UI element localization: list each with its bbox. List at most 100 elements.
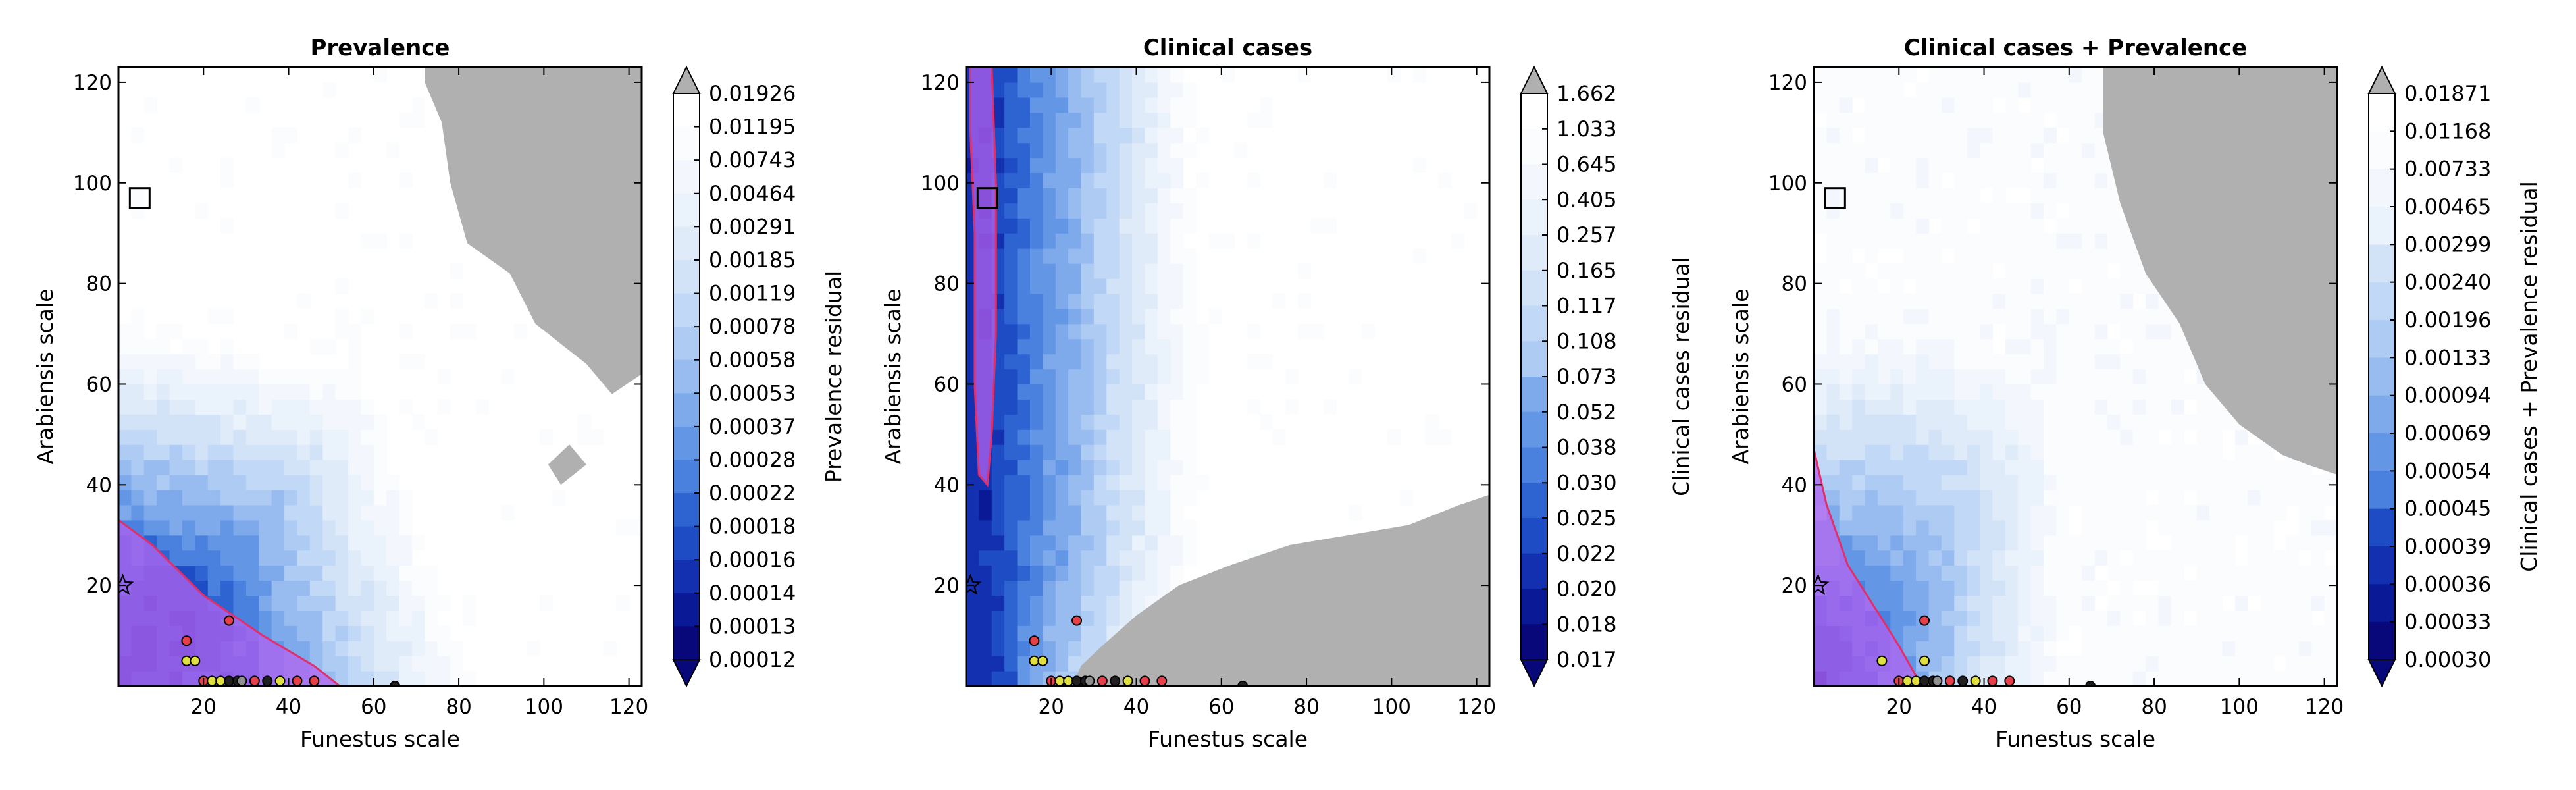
residual-cell	[1170, 429, 1184, 445]
residual-cell	[1055, 97, 1069, 113]
residual-cell	[1157, 218, 1171, 234]
residual-cell	[1157, 157, 1171, 174]
residual-cell	[1106, 218, 1120, 234]
residual-cell	[2030, 671, 2044, 686]
residual-cell	[1980, 595, 1994, 611]
residual-cell	[348, 172, 362, 189]
residual-cell	[966, 610, 979, 626]
residual-cell	[1954, 535, 1968, 551]
colorbar-segment	[2369, 584, 2395, 623]
residual-cell	[322, 610, 336, 626]
residual-cell	[399, 233, 413, 249]
residual-cell	[411, 565, 425, 581]
residual-cell	[2286, 460, 2300, 475]
colorbar-segment	[673, 126, 700, 161]
residual-cell	[1029, 414, 1043, 430]
residual-cell	[2018, 354, 2032, 370]
residual-cell	[1928, 444, 1942, 460]
residual-cell	[1119, 188, 1133, 203]
residual-cell	[259, 550, 272, 566]
residual-cell	[2044, 248, 2057, 264]
residual-cell	[386, 489, 400, 506]
residual-cell	[1814, 218, 1827, 234]
residual-cell	[361, 565, 374, 581]
residual-cell	[322, 519, 336, 536]
residual-cell	[1093, 580, 1107, 596]
residual-cell	[1004, 429, 1018, 445]
best-fit-point	[1037, 655, 1048, 666]
residual-cell	[1839, 535, 1853, 551]
residual-cell	[1029, 444, 1043, 460]
residual-cell	[309, 444, 323, 460]
residual-cell	[2056, 248, 2070, 264]
residual-cell	[991, 519, 1005, 536]
residual-cell	[157, 354, 170, 370]
residual-cell	[335, 142, 349, 159]
residual-cell	[1157, 142, 1171, 159]
residual-cell	[2094, 429, 2108, 445]
residual-cell	[348, 475, 362, 490]
residual-cell	[245, 550, 259, 566]
residual-cell	[2044, 399, 2057, 415]
residual-cell	[1916, 157, 1930, 174]
residual-cell	[1132, 535, 1146, 551]
residual-cell	[348, 384, 362, 400]
residual-cell	[1839, 444, 1853, 460]
residual-cell	[2311, 565, 2325, 581]
residual-cell	[1157, 550, 1171, 566]
residual-cell	[1814, 67, 1827, 83]
residual-cell	[1132, 127, 1146, 144]
residual-cell	[2222, 625, 2236, 641]
residual-cell	[1043, 338, 1056, 355]
residual-cell	[2082, 188, 2096, 203]
residual-cell	[2311, 625, 2325, 641]
residual-cell	[348, 338, 362, 355]
residual-cell	[131, 444, 145, 460]
residual-cell	[1865, 369, 1878, 385]
residual-cell	[297, 641, 311, 656]
residual-cell	[1916, 112, 1930, 128]
residual-cell	[1004, 308, 1018, 325]
residual-cell	[1992, 82, 2006, 98]
residual-cell	[1055, 610, 1069, 626]
colorbar-segment	[1521, 553, 1547, 589]
residual-cell	[1029, 67, 1043, 83]
residual-cell	[1132, 67, 1146, 83]
residual-cell	[1106, 172, 1120, 189]
residual-cell	[1145, 535, 1158, 551]
residual-cell	[1941, 323, 1955, 340]
residual-cell	[425, 671, 438, 686]
residual-cell	[2082, 414, 2096, 430]
residual-cell	[1145, 97, 1158, 113]
residual-cell	[1865, 203, 1878, 219]
residual-cell	[271, 384, 285, 400]
residual-cell	[2056, 444, 2070, 460]
residual-cell	[1877, 112, 1891, 128]
residual-cell	[1106, 610, 1120, 626]
residual-cell	[1004, 641, 1018, 656]
residual-cell	[1145, 489, 1158, 506]
residual-cell	[335, 565, 349, 581]
y-tick-label: 120	[1768, 71, 1807, 95]
residual-cell	[979, 656, 992, 672]
residual-cell	[399, 625, 413, 641]
residual-cell	[1017, 565, 1031, 581]
residual-cell	[1017, 97, 1031, 113]
x-tick-label: 80	[446, 695, 471, 719]
residual-cell	[2018, 595, 2032, 611]
residual-cell	[1043, 263, 1056, 279]
residual-cell	[1890, 354, 1904, 370]
residual-cell	[348, 127, 362, 144]
residual-cell	[1017, 142, 1031, 159]
residual-cell	[1916, 565, 1930, 581]
residual-cell	[1852, 460, 1866, 475]
residual-cell	[1043, 67, 1056, 83]
residual-cell	[2234, 671, 2248, 686]
residual-cell	[1029, 127, 1043, 144]
residual-cell	[259, 610, 272, 626]
residual-cell	[1017, 263, 1031, 279]
best-fit-point	[1932, 675, 1943, 686]
residual-cell	[143, 97, 157, 113]
residual-cell	[2324, 595, 2337, 611]
residual-cell	[2044, 641, 2057, 656]
